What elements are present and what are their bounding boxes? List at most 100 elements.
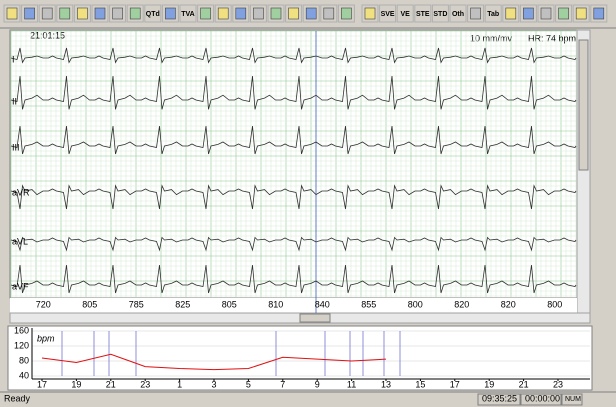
status-box (520, 393, 562, 406)
toolbar-icon (540, 7, 552, 20)
x-tick-label: 5 (246, 379, 251, 389)
rr-interval: 805 (222, 299, 237, 309)
rr-interval: 800 (547, 299, 562, 309)
toolbar-button[interactable] (379, 4, 397, 23)
lead-label: aVF (12, 281, 29, 291)
x-tick-label: 21 (519, 379, 529, 389)
hr-trend-line (41, 353, 387, 371)
status-box (477, 393, 521, 406)
x-tick-label: 11 (347, 379, 356, 389)
toolbar-button[interactable] (484, 4, 502, 23)
toolbar-button[interactable] (414, 4, 432, 23)
toolbar-icon (217, 7, 229, 20)
lead-label: II (12, 96, 17, 106)
x-tick-label: 13 (381, 379, 391, 389)
toolbar-icon (270, 7, 282, 20)
ecg-trace (10, 125, 577, 155)
y-tick-label: 40 (19, 370, 29, 380)
toolbar-button-label: SVE (381, 11, 395, 18)
ecg-trace (10, 47, 577, 64)
v-scroll-thumb[interactable] (578, 39, 589, 171)
y-tick-label: 120 (14, 340, 29, 350)
status-ready: Ready (4, 393, 31, 403)
toolbar-icon (59, 7, 71, 20)
x-tick-label: 17 (450, 379, 460, 389)
x-tick-label: 17 (37, 379, 47, 389)
status-mode: NUM (565, 396, 581, 403)
ecg-trace (10, 236, 577, 252)
rr-interval: 810 (268, 299, 283, 309)
toolbar-icon (94, 7, 106, 20)
toolbar-button-label: Tab (487, 11, 499, 18)
toolbar-icon (523, 7, 534, 20)
lead-label: III (12, 142, 20, 152)
toolbar-icon (77, 7, 88, 20)
rr-interval: 800 (408, 299, 423, 309)
toolbar-icon (323, 7, 335, 20)
rr-interval: 805 (82, 299, 97, 309)
toolbar-icon (112, 7, 123, 20)
toolbar-icon (558, 7, 569, 20)
toolbar-button[interactable] (431, 4, 449, 23)
toolbar-button-label: STD (433, 11, 447, 18)
x-tick-label: 21 (106, 379, 116, 389)
lead-label: aVR (12, 187, 30, 197)
lead-label: aVL (12, 236, 28, 246)
h-scroll-thumb[interactable] (299, 313, 331, 323)
toolbar-icon (305, 7, 317, 20)
ecg-trace (10, 184, 577, 210)
rr-interval: 785 (129, 299, 144, 309)
ecg-time: 21:01:15 (30, 30, 65, 40)
rr-row (10, 298, 577, 313)
toolbar-icon (470, 7, 481, 20)
rr-interval: 720 (36, 299, 51, 309)
rr-interval: 840 (315, 299, 330, 309)
x-tick-label: 1 (177, 379, 182, 389)
toolbar-icon (288, 7, 299, 20)
x-tick-label: 3 (211, 379, 216, 389)
status-elapsed: 00:00:00 (525, 393, 560, 403)
status-time: 09:35:25 (482, 393, 517, 403)
toolbar-icon (129, 7, 141, 20)
toolbar-icon (505, 7, 517, 20)
toolbar-icon (341, 7, 352, 20)
x-tick-label: 23 (553, 379, 563, 389)
x-tick-label: 9 (315, 379, 320, 389)
ecg-hr: HR: 74 bpm (528, 33, 576, 43)
toolbar-button-label: VE (401, 11, 411, 18)
lead-label: I (12, 54, 15, 64)
x-tick-label: 19 (71, 379, 81, 389)
toolbar-icon (165, 7, 176, 20)
x-tick-label: 7 (280, 379, 285, 389)
toolbar-icon (6, 7, 18, 20)
toolbar-icon (24, 7, 35, 20)
y-tick-label: 80 (19, 355, 29, 365)
ecg-trace (10, 75, 577, 110)
toolbar-button[interactable] (449, 4, 467, 23)
x-tick-label: 23 (140, 379, 150, 389)
y-tick-label: 160 (14, 325, 29, 335)
toolbar-icon (593, 7, 605, 20)
toolbar-button-label: QTd (146, 11, 160, 18)
x-tick-label: 15 (415, 379, 425, 389)
toolbar-button-label: STE (416, 11, 430, 18)
status-bar (0, 392, 616, 407)
toolbar-icon (575, 7, 587, 20)
toolbar-icon (235, 7, 247, 20)
toolbar-icon (200, 7, 211, 20)
ecg-area (9, 29, 578, 299)
x-tick-label: 19 (484, 379, 494, 389)
toolbar-icon (41, 7, 53, 20)
toolbar-button-label: TVA (181, 11, 194, 18)
toolbar-icon (364, 7, 376, 20)
toolbar-icon (253, 7, 264, 20)
trend-y-label: bpm (37, 333, 55, 343)
status-box (561, 393, 583, 406)
rr-interval: 820 (501, 299, 516, 309)
toolbar-button[interactable] (144, 4, 162, 23)
rr-interval: 820 (454, 299, 469, 309)
toolbar-button[interactable] (179, 4, 197, 23)
rr-interval: 825 (175, 299, 190, 309)
toolbar-button[interactable] (396, 4, 414, 23)
